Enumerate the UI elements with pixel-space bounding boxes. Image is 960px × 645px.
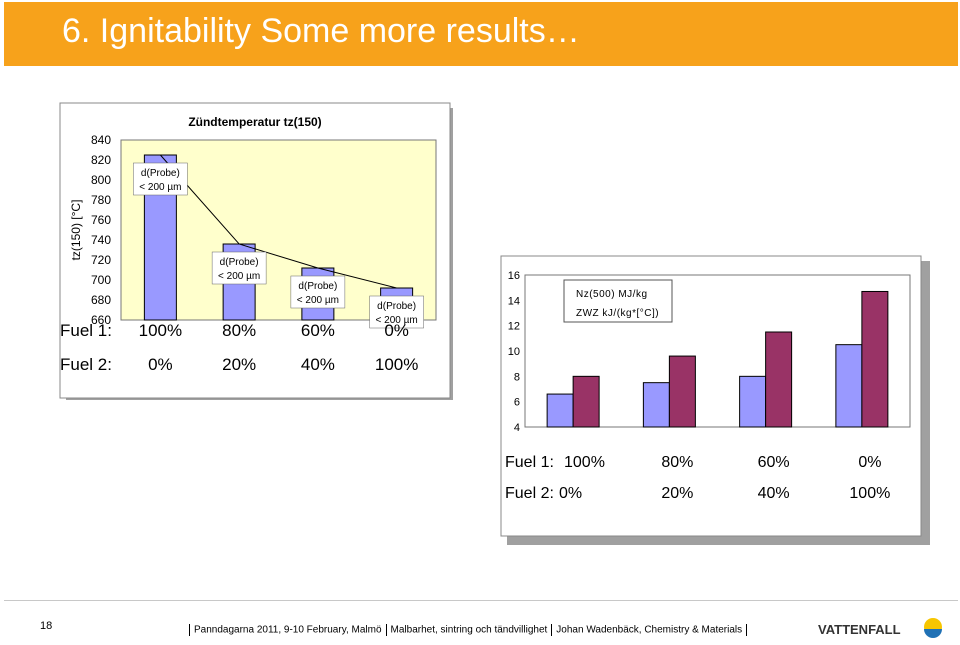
chart1-fuel1-label: Fuel 1: — [60, 321, 112, 340]
chart1-fuel1-value: 100% — [139, 321, 182, 340]
chart1-y-tick-label: 760 — [91, 213, 111, 227]
chart1-y-tick-label: 740 — [91, 233, 111, 247]
chart1-y-tick-label: 800 — [91, 173, 111, 187]
vattenfall-logo: VATTENFALL — [818, 618, 942, 638]
chart2-fuel2-value: 0% — [559, 485, 582, 502]
chart1-bar-label-box — [211, 251, 267, 285]
chart2-bar-zwz — [765, 331, 793, 428]
footer-separator — [189, 624, 190, 636]
chart1-fuel1-value: 80% — [222, 321, 256, 340]
chart1-bar-label: < 200 µm — [218, 271, 260, 282]
chart2-y-tick-label: 6 — [514, 397, 520, 409]
chart1-bar-label: d(Probe) — [377, 301, 416, 312]
chart1-bar-label: < 200 µm — [297, 295, 339, 306]
title-bar — [4, 2, 958, 66]
chart2-fuel1-value: 80% — [661, 454, 693, 471]
chart2-fuel1-label: Fuel 1: — [505, 454, 554, 471]
chart1-title: Zündtemperatur tz(150) — [188, 115, 321, 129]
chart2-y-tick-label: 10 — [508, 346, 520, 358]
footer-separator — [385, 624, 387, 636]
chart1-y-tick-label: 720 — [91, 253, 111, 267]
chart1-bar-label-box — [133, 162, 188, 196]
chart2-bar-nz — [642, 382, 670, 428]
chart1-bar-label: < 200 µm — [139, 182, 181, 193]
logo-water-icon — [924, 629, 942, 638]
chart2-fuel1-value: 100% — [564, 454, 605, 471]
logo-wordmark: VATTENFALL — [818, 622, 901, 637]
chart1-y-tick-label: 820 — [91, 153, 111, 167]
chart2-y-tick-label: 12 — [508, 321, 520, 333]
footer-separator — [746, 624, 748, 636]
legend-item-nz: Nz(500) MJ/kg — [576, 289, 648, 300]
chart1-fuel2-value: 20% — [222, 355, 256, 374]
chart1-y-tick-label: 660 — [91, 313, 111, 327]
chart2-fuel2-value: 40% — [758, 485, 790, 502]
chart2-y-tick-label: 16 — [508, 270, 520, 282]
chart1-bar-label-box — [369, 295, 424, 329]
ignition-temperature-chart: Zündtemperatur tz(150) tz(150) [°C] 840 8… — [59, 102, 453, 400]
chart2-y-tick-label: 8 — [514, 371, 520, 383]
legend-item-zwz: ZWZ kJ/(kg*[°C]) — [576, 308, 659, 319]
chart1-bar-label: < 200 µm — [376, 315, 418, 326]
chart1-fuel2-value: 40% — [301, 355, 335, 374]
chart2-fuel1-value: 0% — [858, 454, 881, 471]
chart2-legend — [563, 279, 673, 323]
footer-author: Johan Wadenbäck, Chemistry & Materials — [556, 624, 743, 636]
chart1-bar-label: d(Probe) — [141, 168, 180, 179]
chart2-bar-nz — [835, 344, 863, 428]
chart1-fuel2-label: Fuel 2: — [60, 355, 112, 374]
chart2-bar-nz — [739, 375, 767, 428]
chart1-y-tick-label: 680 — [91, 293, 111, 307]
chart1-y-tick-label: 780 — [91, 193, 111, 207]
chart2-bar-zwz — [668, 355, 696, 428]
chart1-y-tick-label: 700 — [91, 273, 111, 287]
slide-title: 6. Ignitability Some more results… — [62, 12, 580, 50]
chart2-fuel2-value: 20% — [661, 485, 693, 502]
footer-separator — [551, 624, 553, 636]
chart1-bar-label: d(Probe) — [220, 257, 259, 268]
footer: Panndagarna 2011, 9-10 February, Malmö Ma… — [185, 624, 751, 636]
chart2-y-tick-label: 14 — [508, 295, 520, 307]
chart1-fuel1-value: 60% — [301, 321, 335, 340]
chart1-fuel2-value: 100% — [375, 355, 418, 374]
chart2-fuel1-value: 60% — [758, 454, 790, 471]
chart2-y-tick-label: 4 — [514, 422, 520, 434]
footer-event: Panndagarna 2011, 9-10 February, Malmö — [194, 624, 382, 636]
chart1-fuel1-value: 0% — [384, 321, 409, 340]
chart2-bar-nz — [546, 393, 574, 428]
chart1-bar-label-box — [290, 275, 346, 309]
page-number: 18 — [40, 620, 53, 632]
chart1-bar-label: d(Probe) — [298, 281, 337, 292]
chart2-bar-zwz — [572, 375, 600, 428]
footer-divider — [4, 600, 958, 601]
chart2-fuel2-value: 100% — [849, 485, 890, 502]
chart1-fuel2-value: 0% — [148, 355, 173, 374]
chart2-fuel2-label: Fuel 2: — [505, 485, 554, 502]
chart2-bar-zwz — [861, 290, 889, 428]
footer-topic: Malbarhet, sintring och tändvillighet — [390, 624, 548, 636]
chart1-y-tick-label: 840 — [91, 133, 111, 147]
chart1-trendline — [160, 154, 397, 289]
chart1-y-axis-label: tz(150) [°C] — [69, 200, 83, 261]
fuel-properties-chart: 16 14 12 10 8 6 4 Nz(500) MJ/kg ZWZ kJ/(kg*[°C… — [500, 255, 930, 545]
